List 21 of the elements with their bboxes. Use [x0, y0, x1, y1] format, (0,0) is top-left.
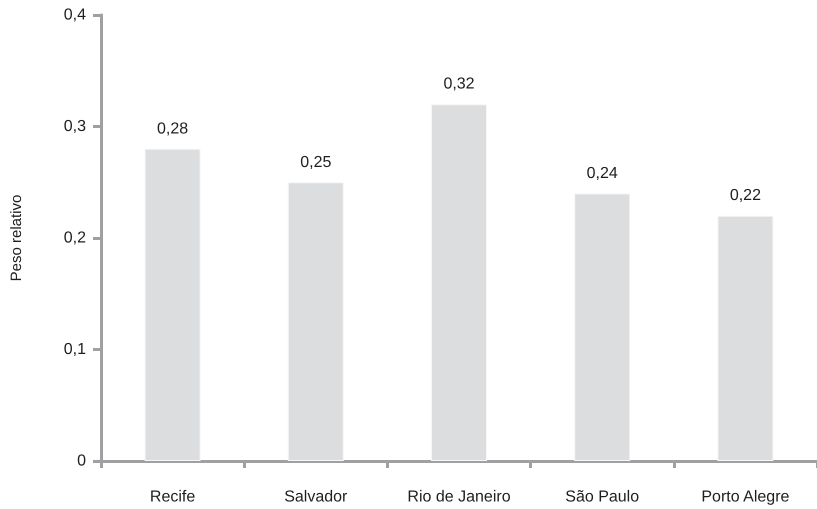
data-label: 0,25	[300, 154, 332, 171]
data-label: 0,32	[443, 76, 475, 93]
bar	[574, 193, 630, 461]
y-tick-label: 0,2	[64, 230, 86, 246]
bar	[717, 216, 774, 461]
data-label: 0,28	[157, 120, 188, 138]
y-axis-title: Peso relativo	[8, 194, 25, 282]
x-tick-label: Salvador	[284, 488, 348, 506]
bar	[431, 104, 487, 461]
x-tick-label: Rio de Janeiro	[407, 488, 511, 506]
y-tick-label: 0,3	[64, 118, 86, 135]
x-tick-label: Porto Alegre	[701, 488, 790, 506]
x-tick-label: São Paulo	[565, 488, 640, 506]
data-label: 0,22	[730, 187, 762, 204]
y-tick-label: 0	[77, 452, 86, 470]
bar	[144, 148, 201, 461]
y-tick-label: 0,1	[64, 341, 86, 358]
x-tick-label: Recife	[150, 488, 196, 506]
y-tick-label: 0,4	[64, 6, 86, 24]
data-label: 0,24	[586, 164, 618, 182]
bar	[288, 182, 344, 461]
